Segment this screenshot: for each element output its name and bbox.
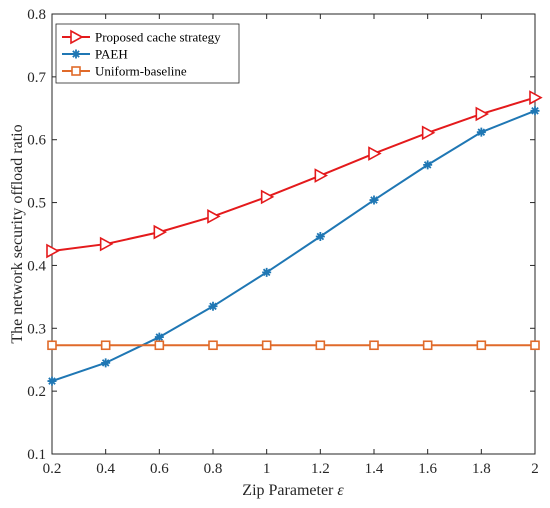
y-tick-label: 0.1 xyxy=(27,447,46,463)
series-3 xyxy=(47,340,540,351)
data-point xyxy=(529,90,543,105)
data-point xyxy=(315,232,325,242)
x-tick-label: 1.6 xyxy=(418,461,437,477)
legend-marker xyxy=(71,49,81,59)
x-tick-label: 0.4 xyxy=(96,461,115,477)
data-point xyxy=(314,168,329,183)
x-axis: 0.2 0.4 0.6 0.8 1 1.2 1.4 1.6 1.8 2 xyxy=(43,14,539,477)
y-tick-label: 0.6 xyxy=(27,133,46,149)
data-point xyxy=(369,195,379,205)
series-2 xyxy=(47,106,540,386)
data-point xyxy=(99,236,114,252)
y-tick-label: 0.5 xyxy=(27,196,46,212)
data-point xyxy=(47,376,57,386)
data-point xyxy=(208,340,218,351)
x-tick-label: 1.2 xyxy=(311,461,330,477)
y-tick-label: 0.7 xyxy=(27,70,46,86)
data-point xyxy=(422,340,433,351)
data-point xyxy=(153,224,168,240)
x-tick-label: 2 xyxy=(531,461,539,477)
data-point xyxy=(154,332,164,342)
data-point xyxy=(208,301,218,311)
x-axis-symbol: ε xyxy=(337,482,344,499)
y-tick-label: 0.4 xyxy=(27,258,46,274)
x-axis-label: Zip Parameter ε xyxy=(242,482,344,499)
plot-area xyxy=(51,13,536,455)
series-line xyxy=(51,109,536,383)
x-tick-label: 0.8 xyxy=(204,461,223,477)
data-point xyxy=(101,358,111,368)
x-axis-label-text: Zip Parameter xyxy=(242,482,334,499)
data-point xyxy=(475,106,490,122)
y-axis-label: The network security offload ratio xyxy=(9,124,26,343)
data-point xyxy=(476,127,486,137)
data-point xyxy=(260,189,275,205)
legend-label: Proposed cache strategy xyxy=(95,30,221,45)
y-axis: 0.1 0.2 0.3 0.4 0.5 0.6 0.7 0.8 xyxy=(27,7,535,463)
data-point xyxy=(423,160,433,170)
legend-label: Uniform-baseline xyxy=(95,64,187,79)
data-point xyxy=(262,267,272,277)
x-tick-label: 0.2 xyxy=(43,461,62,477)
data-point xyxy=(47,340,57,351)
legend-marker xyxy=(71,66,81,76)
data-point xyxy=(46,243,60,259)
data-point xyxy=(100,340,111,351)
data-point xyxy=(315,340,326,351)
x-tick-label: 1 xyxy=(263,461,271,477)
y-tick-label: 0.3 xyxy=(27,321,46,337)
data-point xyxy=(369,340,379,351)
x-tick-label: 1.4 xyxy=(365,461,384,477)
data-point xyxy=(421,125,436,141)
series-layer xyxy=(46,90,543,386)
legend-marker xyxy=(70,29,84,45)
x-tick-label: 1.8 xyxy=(472,461,491,477)
y-tick-label: 0.2 xyxy=(27,384,46,400)
data-point xyxy=(476,340,487,351)
series-1 xyxy=(46,90,543,259)
legend-label: PAEH xyxy=(95,47,128,62)
y-tick-label: 0.8 xyxy=(27,7,46,23)
x-tick-label: 0.6 xyxy=(150,461,169,477)
data-point xyxy=(261,340,272,351)
data-point xyxy=(530,340,540,351)
series-line xyxy=(51,96,536,252)
data-point xyxy=(530,106,540,116)
data-point xyxy=(207,209,221,224)
data-point xyxy=(368,146,382,161)
legend: Proposed cache strategy PAEH Uniform-basel… xyxy=(55,23,240,84)
data-point xyxy=(154,340,165,351)
